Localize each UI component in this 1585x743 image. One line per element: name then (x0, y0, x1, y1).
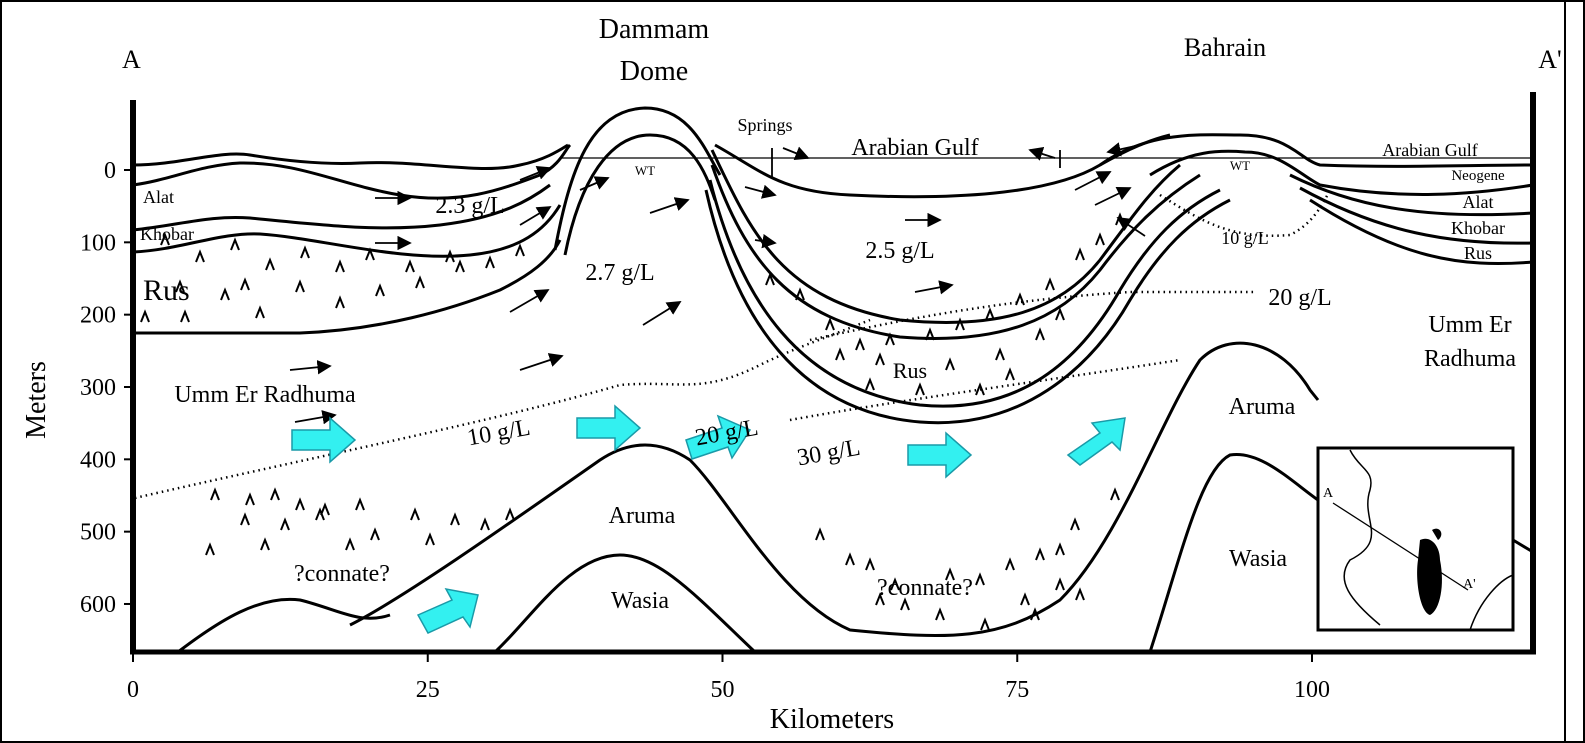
label: Wasia (1229, 546, 1287, 572)
label: Aruma (1229, 394, 1296, 420)
label: Bahrain (1184, 33, 1266, 62)
y-tick-label: 300 (80, 375, 116, 401)
label: Aruma (609, 503, 676, 529)
label: Khobar (140, 224, 194, 244)
y-tick-label: 400 (80, 447, 116, 473)
label: 20 g/L (1268, 285, 1331, 311)
x-tick-label: 0 (127, 677, 139, 703)
label: Dome (620, 56, 688, 87)
label: Springs (737, 115, 792, 135)
label: Neogene (1451, 168, 1505, 184)
inset-map: A A' (1318, 448, 1513, 630)
label: A' (1538, 45, 1561, 74)
label: 2.3 g/L (435, 193, 504, 219)
x-tick-label: 25 (416, 677, 440, 703)
x-tick-label: 100 (1294, 677, 1330, 703)
label: ?connate? (877, 575, 973, 601)
label: Umm Er Radhuma (174, 382, 356, 408)
label: Rus (1464, 243, 1492, 263)
inset-label: A' (1463, 577, 1476, 592)
label: A (122, 45, 141, 74)
label: WT (635, 163, 655, 178)
label: Rus (893, 358, 927, 383)
y-tick-label: 100 (80, 230, 116, 256)
y-tick-label: 200 (80, 303, 116, 329)
label: ?connate? (294, 561, 390, 587)
label: Arabian Gulf (851, 135, 978, 161)
y-tick-label: 500 (80, 520, 116, 546)
label: Radhuma (1424, 346, 1516, 372)
label: 2.7 g/L (585, 260, 654, 286)
label: Alat (1463, 192, 1494, 212)
label: Wasia (611, 588, 669, 614)
label: Rus (143, 274, 190, 307)
label: Dammam (599, 14, 710, 45)
x-tick-label: 75 (1005, 677, 1029, 703)
x-tick-label: 50 (711, 677, 735, 703)
label: Alat (143, 187, 174, 207)
label: Umm Er (1428, 312, 1511, 338)
label: 10 g/L (1221, 228, 1269, 248)
label: WT (1230, 158, 1250, 173)
y-axis-label: Meters (21, 361, 52, 439)
cross-section: A A' Kilometers Meters A A' Dammam Dome Bahr… (0, 0, 1585, 743)
y-tick-label: 0 (104, 158, 116, 184)
label: 2.5 g/L (865, 238, 934, 264)
y-tick-label: 600 (80, 592, 116, 618)
inset-label: A (1323, 486, 1334, 501)
label: Arabian Gulf (1382, 140, 1477, 160)
x-axis-label: Kilometers (770, 704, 894, 735)
label: Khobar (1451, 218, 1505, 238)
